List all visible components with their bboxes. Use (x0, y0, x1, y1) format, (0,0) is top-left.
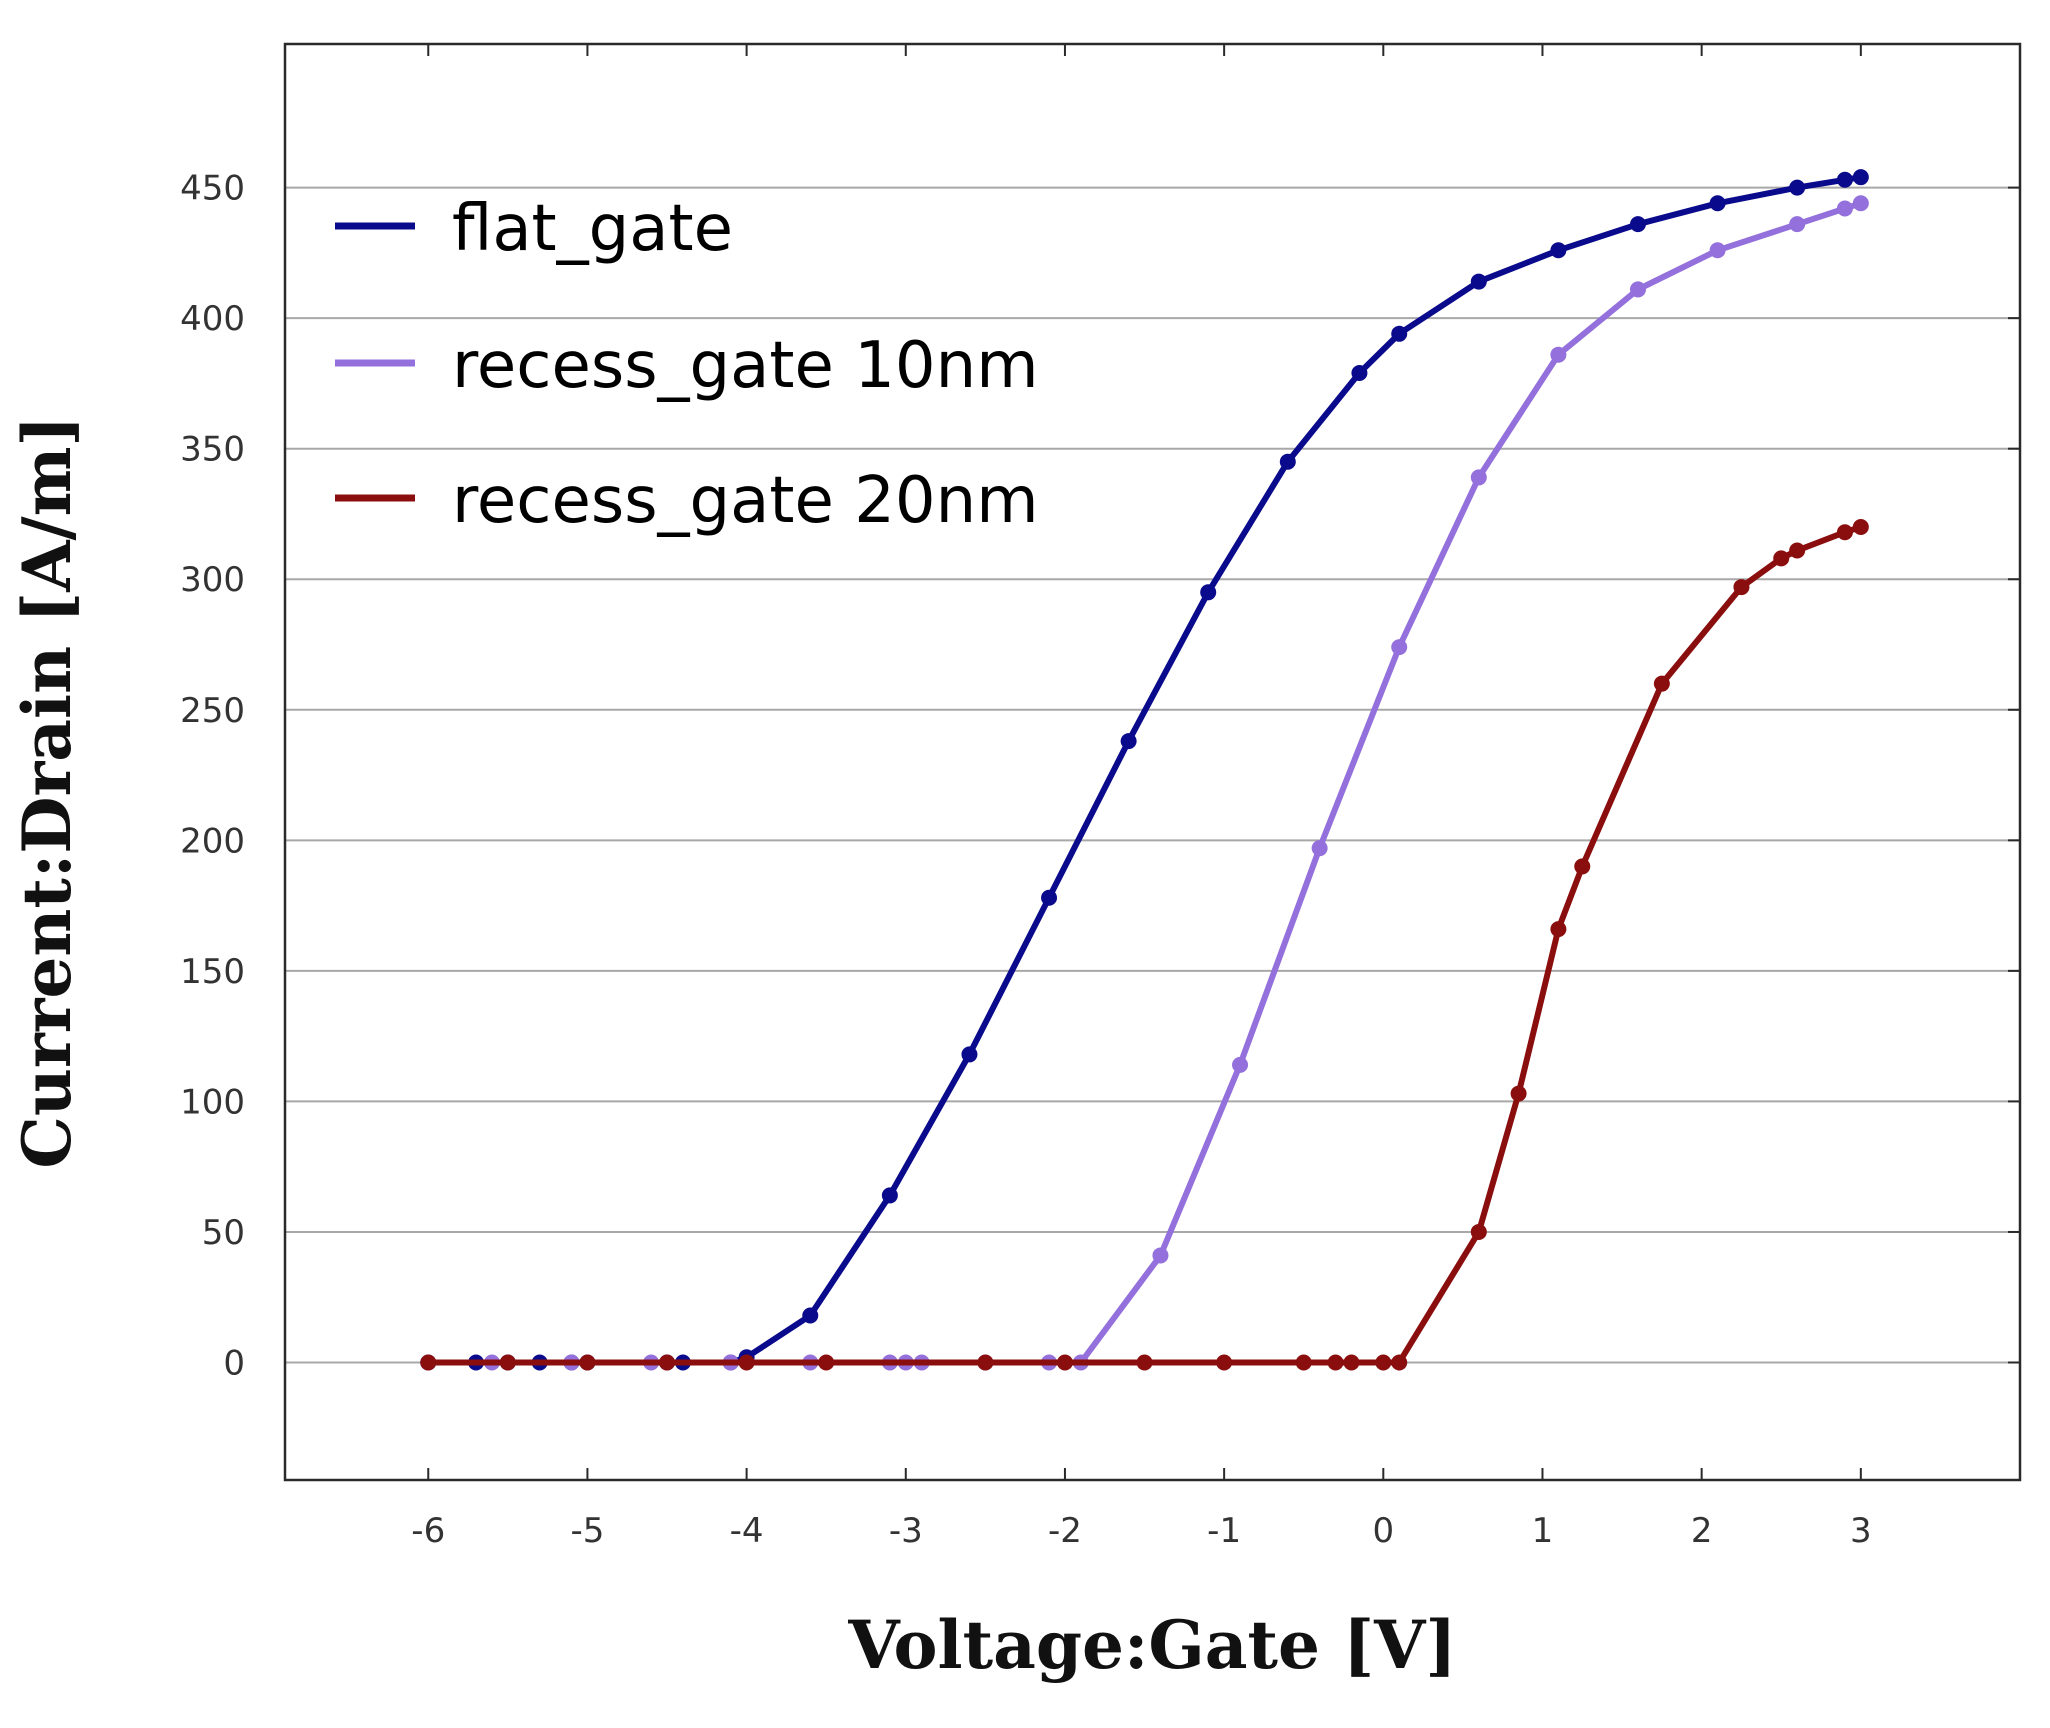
data-point (1391, 639, 1408, 656)
data-point (1733, 579, 1750, 596)
axis-ticks: 0 50 100 150 200 250 300 350 400 450 -6 -5 -4 -3 -2 -1 0… (180, 44, 2020, 1551)
x-tick-label: 1 (1532, 1511, 1554, 1551)
data-point (1629, 281, 1646, 298)
data-point (1852, 195, 1869, 212)
data-point (881, 1187, 898, 1204)
plot-area-frame (283, 42, 2022, 1482)
y-tick-label: 0 (223, 1344, 245, 1384)
data-point (802, 1307, 819, 1324)
data-point (1470, 469, 1487, 486)
x-tick-label: -3 (889, 1511, 923, 1551)
data-point (1550, 242, 1567, 259)
x-tick-label: 3 (1850, 1511, 1872, 1551)
x-tick-label: 0 (1372, 1511, 1394, 1551)
data-point (1629, 216, 1646, 233)
x-tick-label: 2 (1691, 1511, 1713, 1551)
y-tick-label: 150 (180, 952, 245, 992)
data-point (1653, 675, 1670, 692)
data-point (1375, 1354, 1392, 1371)
data-point (1136, 1354, 1153, 1371)
data-point (1295, 1354, 1312, 1371)
legend: flat_gate recess_gate 10nm recess_gate 20n… (335, 192, 1039, 538)
data-point (1789, 542, 1806, 559)
y-tick-label: 50 (202, 1213, 245, 1253)
data-point (1311, 840, 1328, 857)
data-point (1470, 1223, 1487, 1240)
x-axis-title: Voltage:Gate [V] (847, 1606, 1456, 1684)
y-tick-label: 400 (180, 299, 245, 339)
y-tick-label: 250 (180, 691, 245, 731)
x-tick-label: -2 (1048, 1511, 1082, 1551)
data-point (1327, 1354, 1344, 1371)
data-point (1343, 1354, 1360, 1371)
data-point (1232, 1056, 1249, 1073)
x-tick-label: -5 (570, 1511, 604, 1551)
data-point (1852, 519, 1869, 536)
data-point (1216, 1354, 1233, 1371)
data-point (499, 1354, 516, 1371)
y-axis-title: Current:Drain [A/m] (8, 415, 86, 1168)
legend-label: flat_gate (452, 192, 733, 266)
data-point (1056, 1354, 1073, 1371)
data-point (1351, 364, 1368, 381)
x-tick-label: -1 (1207, 1511, 1241, 1551)
data-point (1200, 584, 1217, 601)
data-point (659, 1354, 676, 1371)
data-point (1789, 179, 1806, 196)
data-point (1120, 733, 1137, 750)
data-point (1836, 524, 1853, 541)
data-point (1836, 200, 1853, 217)
data-point (579, 1354, 596, 1371)
data-point (738, 1354, 755, 1371)
data-point (1041, 889, 1058, 906)
x-tick-label: -6 (411, 1511, 445, 1551)
series-lines (420, 169, 1869, 1371)
data-point (818, 1354, 835, 1371)
data-point (1470, 273, 1487, 290)
data-point (1550, 346, 1567, 363)
legend-label: recess_gate 10nm (452, 329, 1039, 403)
x-tick-label: -4 (730, 1511, 764, 1551)
data-point (1574, 858, 1591, 875)
data-point (1391, 1354, 1408, 1371)
series-group (420, 519, 1869, 1371)
data-point (961, 1046, 978, 1063)
data-point (1550, 921, 1567, 938)
y-tick-label: 350 (180, 430, 245, 470)
gridlines (285, 186, 2020, 1364)
data-point (1152, 1247, 1169, 1264)
data-point (977, 1354, 994, 1371)
data-point (420, 1354, 437, 1371)
y-tick-label: 450 (180, 169, 245, 209)
y-tick-label: 100 (180, 1082, 245, 1122)
data-point (1836, 171, 1853, 188)
data-point (1709, 242, 1726, 259)
legend-label: recess_gate 20nm (452, 464, 1039, 538)
data-point (1852, 169, 1869, 186)
y-tick-label: 200 (180, 821, 245, 861)
y-tick-label: 300 (180, 560, 245, 600)
data-point (1510, 1085, 1527, 1102)
data-point (1773, 550, 1790, 567)
data-point (1789, 216, 1806, 233)
data-point (1391, 325, 1408, 342)
data-point (1279, 453, 1296, 470)
data-point (1709, 195, 1726, 212)
